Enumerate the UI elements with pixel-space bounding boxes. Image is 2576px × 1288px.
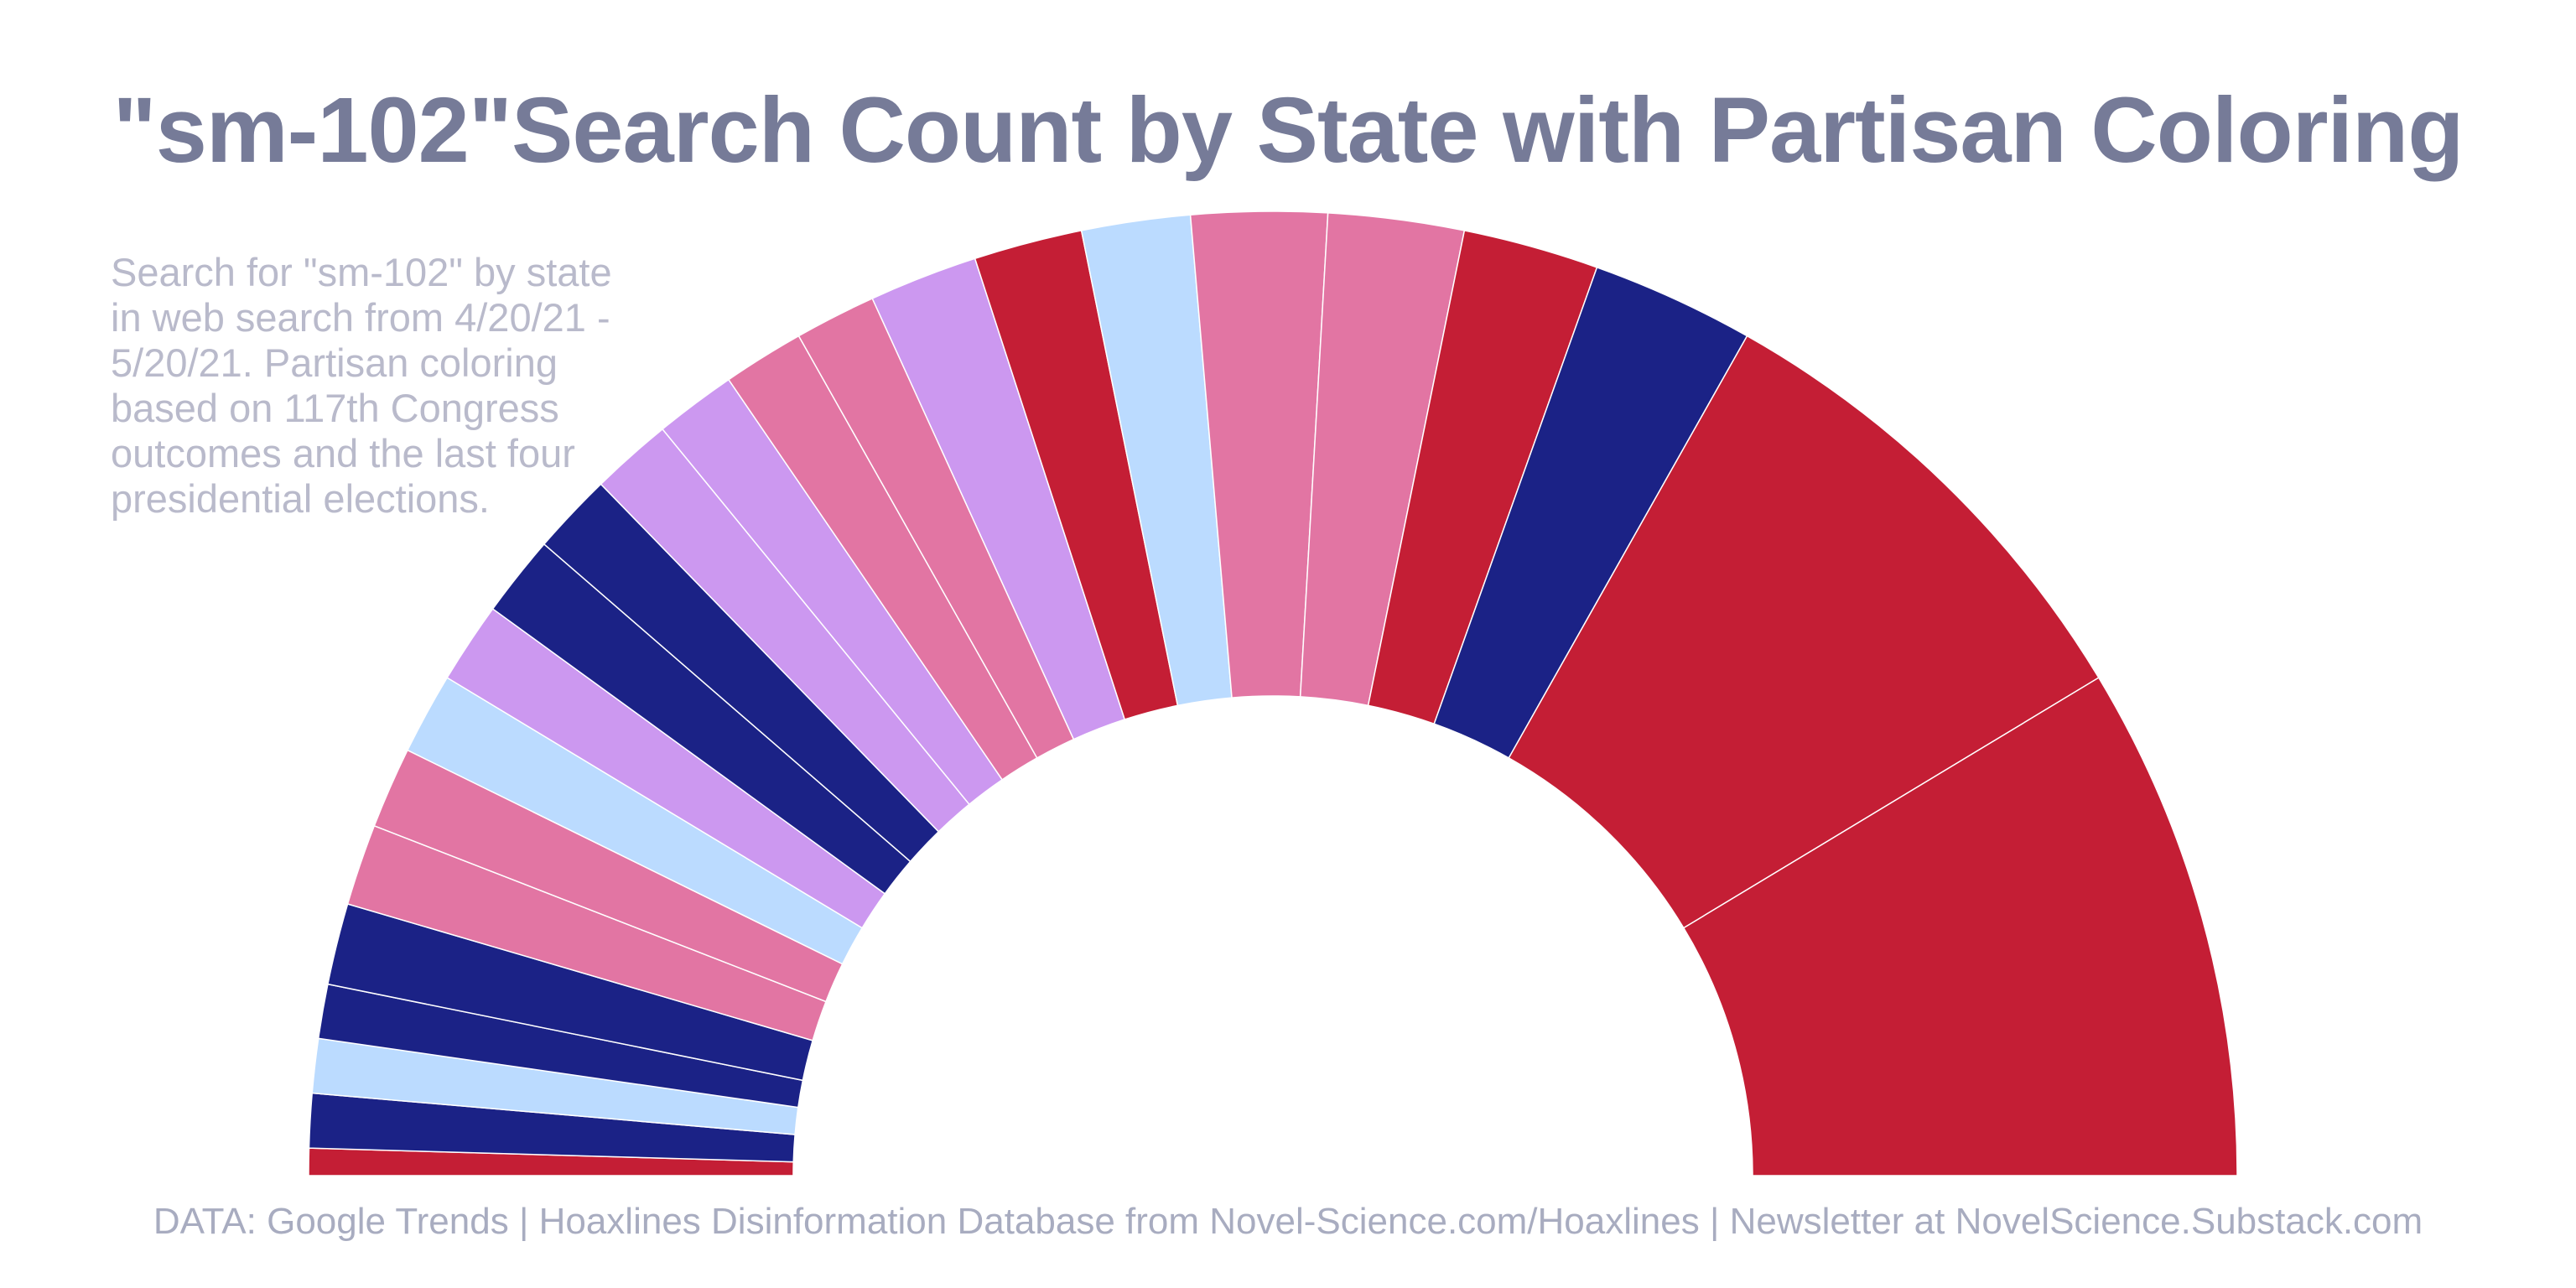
data-source-footer: DATA: Google Trends | Hoaxlines Disinfor… (153, 1201, 2423, 1242)
slice-24-strong-red (1682, 677, 2238, 1176)
chart-description: Search for "sm-102" by state in web sear… (111, 250, 612, 521)
slice-23-strong-red (1508, 335, 2100, 929)
chart-title: "sm-102"Search Count by State with Parti… (112, 79, 2464, 182)
